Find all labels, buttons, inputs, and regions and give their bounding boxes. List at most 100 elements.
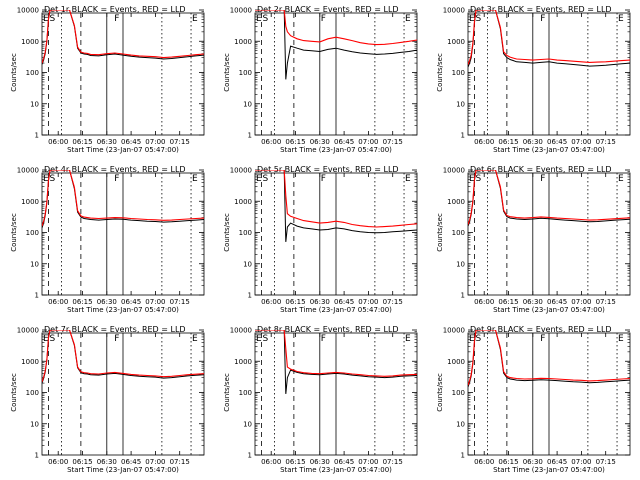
x-axis-label: Start Time (23-Jan-07 05:47:00) (493, 466, 605, 474)
y-tick-label: 1 (461, 452, 465, 460)
event-marker-label: E (256, 334, 262, 344)
y-tick-label: 100 (452, 229, 465, 237)
x-tick-label: 06:00 (48, 138, 68, 146)
panel-5: Det 5r BLACK = Events, RED = LLD 1 10 100 10… (223, 165, 418, 314)
event-marker-label: E (469, 14, 475, 24)
panel-title: Det 7r BLACK = Events, RED = LLD (44, 325, 186, 334)
events-series-line (255, 170, 417, 242)
panel-title: Det 1r BLACK = Events, RED = LLD (44, 5, 186, 14)
x-tick-label: 06:30 (310, 458, 330, 466)
event-marker-label: F (114, 174, 119, 184)
panel-title: Det 9r BLACK = Events, RED = LLD (470, 325, 612, 334)
x-tick-label: 06:30 (310, 138, 330, 146)
x-axis-label: Start Time (23-Jan-07 05:47:00) (67, 306, 179, 314)
x-tick-label: 07:00 (571, 138, 591, 146)
x-tick-label: 06:15 (498, 138, 518, 146)
y-tick-label: 1000 (447, 198, 465, 206)
y-tick-label: 10000 (17, 167, 39, 175)
lld-series-line (255, 170, 417, 228)
y-tick-label: 1 (248, 452, 252, 460)
y-tick-label: 10000 (230, 327, 252, 335)
y-tick-label: 10 (30, 260, 39, 268)
y-tick-label: 10000 (230, 7, 252, 15)
y-tick-label: 100 (239, 229, 252, 237)
x-tick-label: 07:15 (596, 138, 616, 146)
x-tick-label: 06:45 (334, 458, 354, 466)
x-tick-label: 07:00 (571, 458, 591, 466)
lld-series-line (42, 10, 204, 64)
event-marker-label: S (49, 174, 55, 184)
x-tick-label: 07:15 (170, 138, 190, 146)
event-marker-label: S (49, 14, 55, 24)
event-marker-label: E (43, 334, 49, 344)
event-marker-label: F (321, 334, 326, 344)
x-tick-label: 06:15 (285, 138, 305, 146)
y-axis-label: Counts/sec (223, 53, 231, 92)
x-tick-label: 06:30 (97, 298, 117, 306)
events-series-line (255, 10, 417, 80)
y-tick-label: 10 (30, 420, 39, 428)
panel-2: Det 2r BLACK = Events, RED = LLD 1 10 100 10… (223, 5, 418, 154)
panel-4: Det 4r BLACK = Events, RED = LLD 1 10 100 10… (10, 165, 205, 314)
lld-series-line (468, 330, 630, 386)
x-tick-label: 06:45 (547, 458, 567, 466)
x-tick-label: 06:00 (261, 298, 281, 306)
event-marker-label: S (262, 14, 268, 24)
x-tick-label: 06:00 (474, 298, 494, 306)
y-tick-label: 1 (461, 132, 465, 140)
x-axis-label: Start Time (23-Jan-07 05:47:00) (493, 146, 605, 154)
x-tick-label: 06:15 (498, 458, 518, 466)
x-tick-label: 06:45 (121, 138, 141, 146)
y-axis-label: Counts/sec (436, 213, 444, 252)
panel-1: Det 1r BLACK = Events, RED = LLD 1 10 100 10… (10, 5, 205, 154)
lld-series-line (42, 170, 204, 227)
x-axis-label: Start Time (23-Jan-07 05:47:00) (280, 306, 392, 314)
events-series-line (255, 330, 417, 394)
x-tick-label: 07:00 (358, 458, 378, 466)
y-axis-label: Counts/sec (10, 213, 18, 252)
y-tick-label: 1 (461, 292, 465, 300)
event-marker-label: S (262, 334, 268, 344)
panel-8: Det 8r BLACK = Events, RED = LLD 1 10 100 10… (223, 325, 418, 474)
y-tick-label: 10 (456, 420, 465, 428)
y-axis-label: Counts/sec (436, 373, 444, 412)
x-tick-label: 06:45 (547, 138, 567, 146)
event-marker-label: F (540, 174, 545, 184)
y-tick-label: 100 (452, 69, 465, 77)
y-tick-label: 1000 (21, 358, 39, 366)
y-tick-label: 1 (248, 132, 252, 140)
y-tick-label: 100 (239, 69, 252, 77)
x-tick-label: 06:30 (523, 458, 543, 466)
y-tick-label: 10000 (230, 167, 252, 175)
x-tick-label: 06:15 (72, 138, 92, 146)
event-marker-label: E (405, 174, 411, 184)
y-tick-label: 1 (35, 292, 39, 300)
y-tick-label: 1000 (447, 358, 465, 366)
event-marker-label: F (540, 334, 545, 344)
x-axis-label: Start Time (23-Jan-07 05:47:00) (67, 466, 179, 474)
event-marker-label: E (256, 174, 262, 184)
y-axis-label: Counts/sec (10, 373, 18, 412)
event-marker-label: E (192, 14, 198, 24)
event-marker-label: S (475, 14, 481, 24)
x-tick-label: 06:45 (547, 298, 567, 306)
x-tick-label: 06:30 (97, 458, 117, 466)
y-tick-label: 100 (26, 229, 39, 237)
y-tick-label: 10000 (443, 327, 465, 335)
x-tick-label: 07:15 (170, 298, 190, 306)
panel-9: Det 9r BLACK = Events, RED = LLD 1 10 100 10… (436, 325, 631, 474)
x-tick-label: 06:30 (523, 138, 543, 146)
event-marker-label: F (114, 14, 119, 24)
x-tick-label: 06:45 (334, 138, 354, 146)
y-tick-label: 10000 (17, 327, 39, 335)
y-tick-label: 1 (248, 292, 252, 300)
x-tick-label: 07:00 (145, 298, 165, 306)
x-tick-label: 07:15 (383, 138, 403, 146)
y-tick-label: 1000 (21, 198, 39, 206)
y-tick-label: 10 (243, 100, 252, 108)
x-tick-label: 07:00 (145, 138, 165, 146)
x-tick-label: 06:15 (285, 298, 305, 306)
lld-series-line (468, 170, 630, 225)
event-marker-label: E (618, 14, 624, 24)
y-tick-label: 100 (26, 69, 39, 77)
